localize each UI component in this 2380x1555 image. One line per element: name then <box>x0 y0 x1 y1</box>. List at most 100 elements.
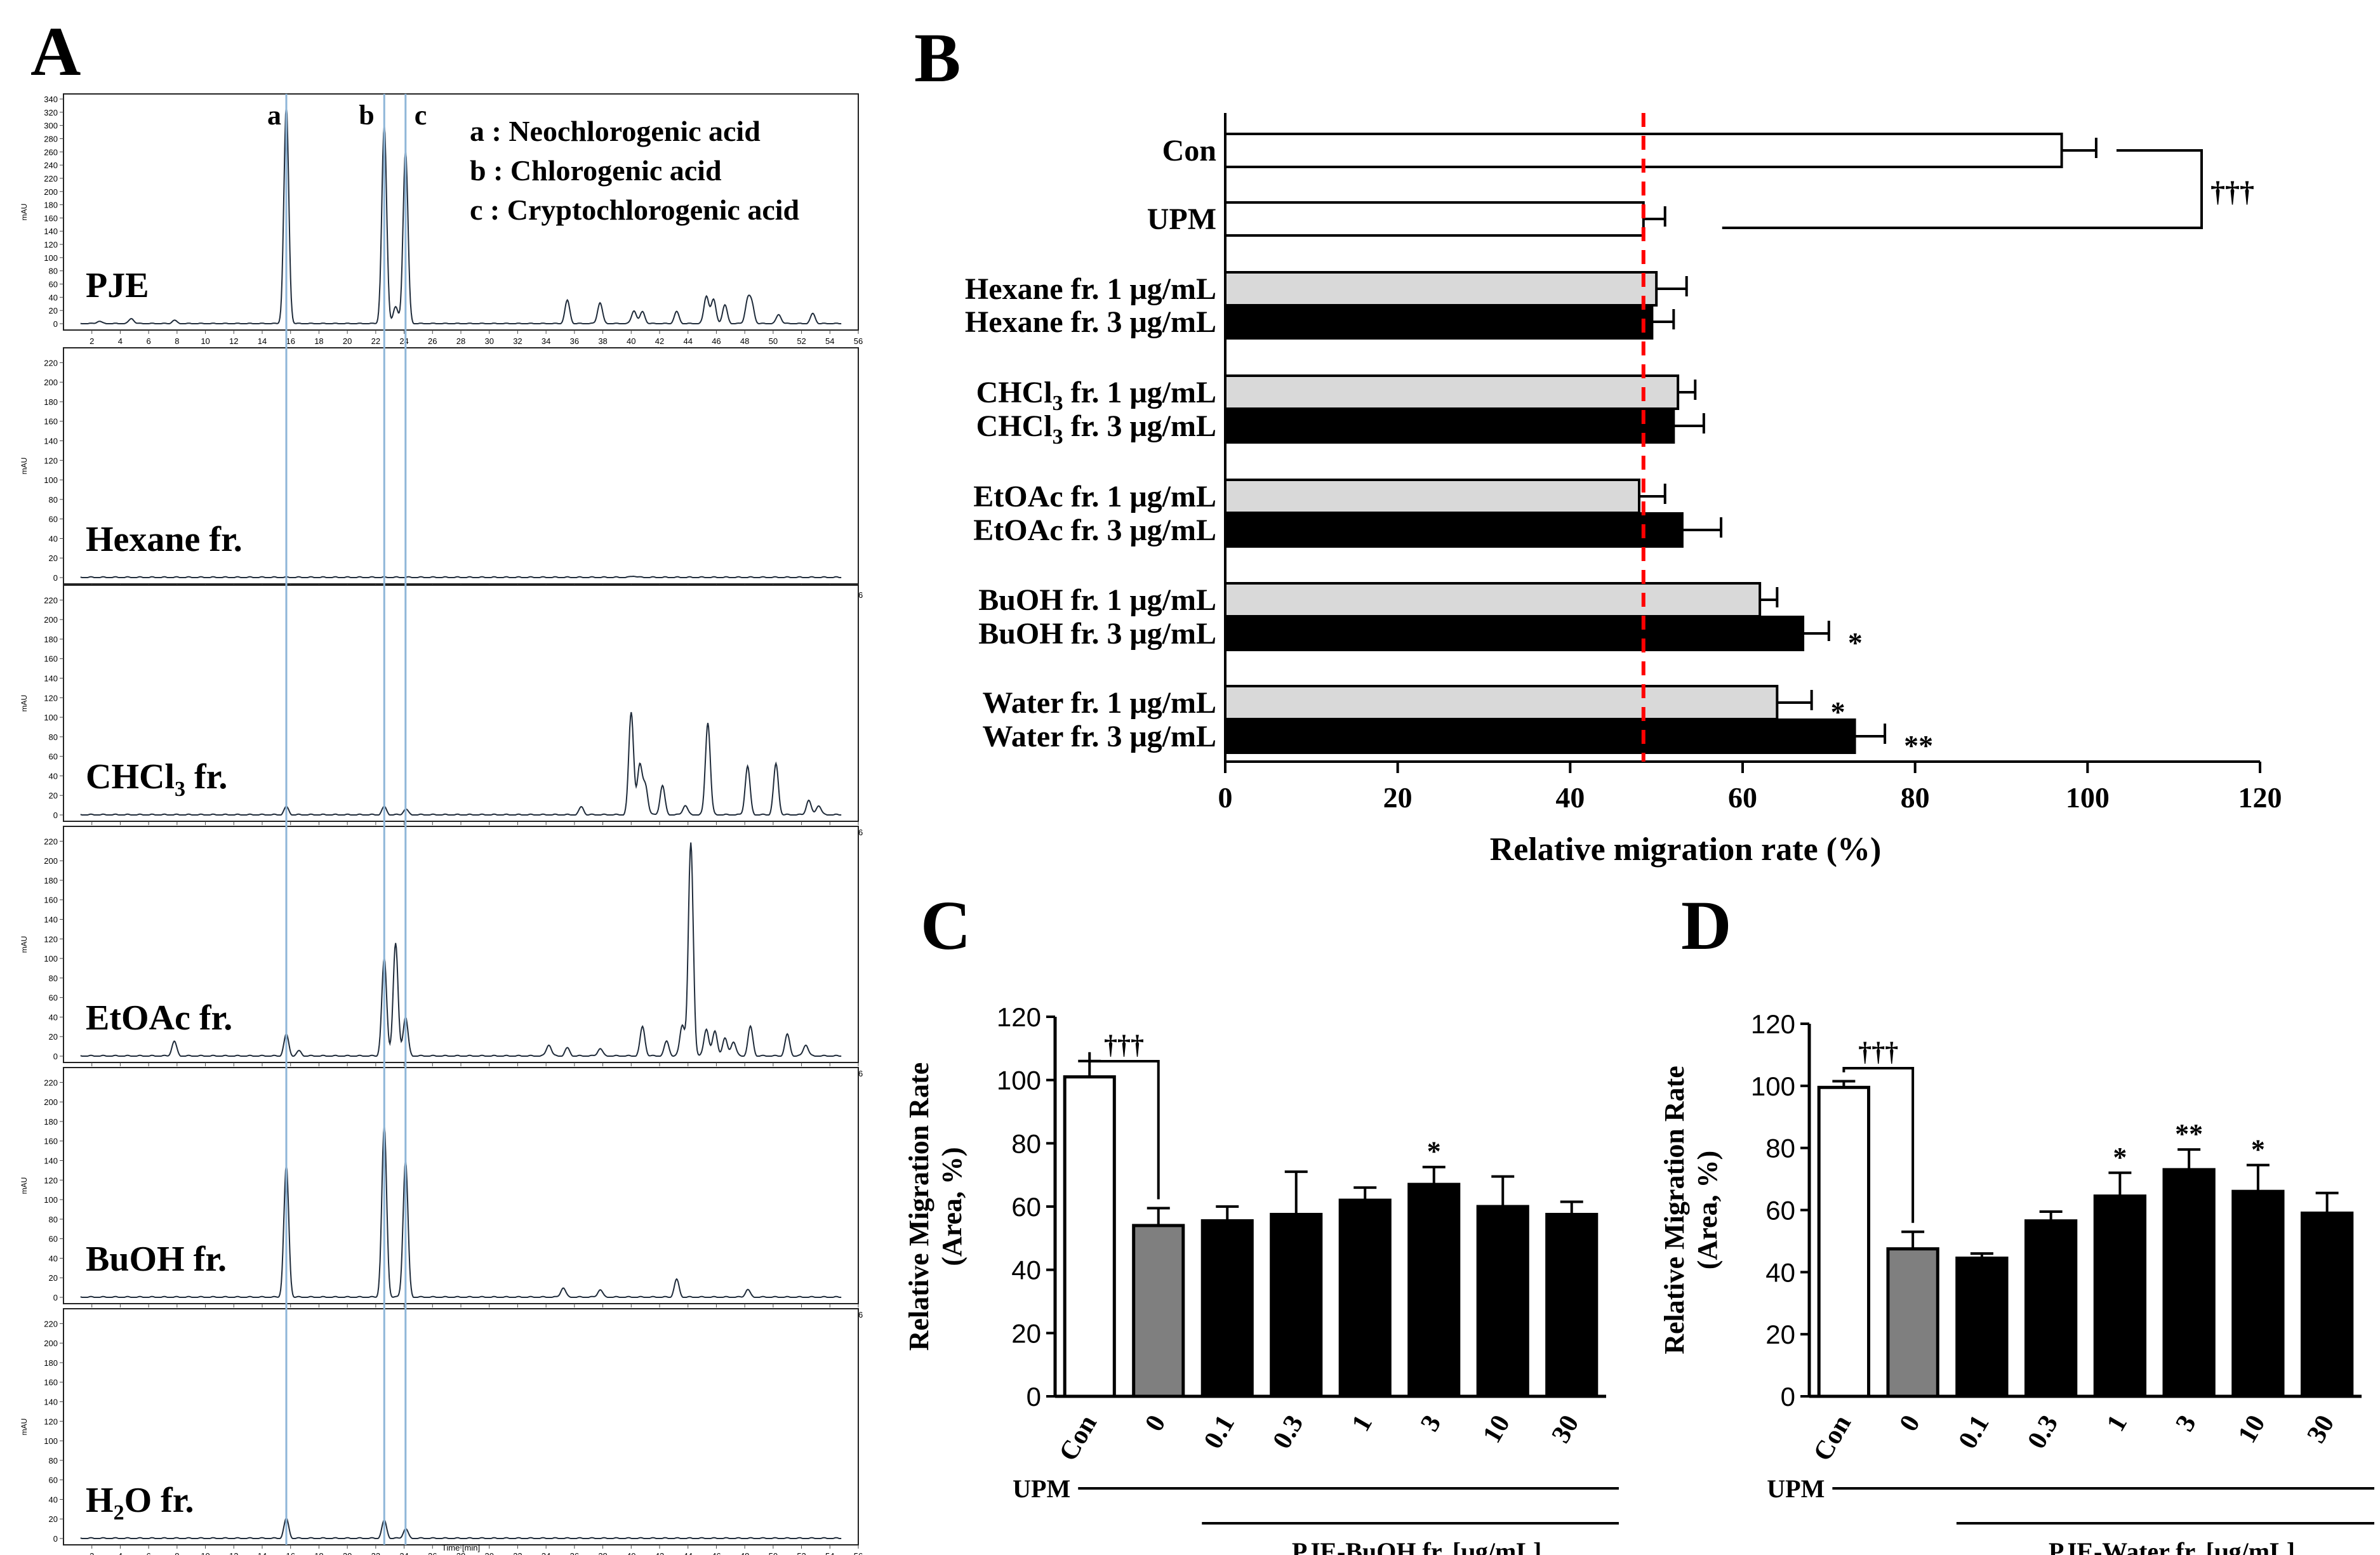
x-tick-label: 0.1 <box>1199 1410 1240 1453</box>
chromatogram-trace <box>80 1517 842 1539</box>
x-axis-label: Relative migration rate (%) <box>1490 831 1882 868</box>
significance-bracket <box>1842 1067 1915 1223</box>
bar-label: EtOAc fr. 1 μg/mL <box>973 480 1216 513</box>
y-tick-label: 120 <box>44 240 58 249</box>
y-tick-label: 40 <box>1011 1255 1041 1285</box>
chromatogram-frame <box>63 347 859 585</box>
y-tick-label: 160 <box>44 896 58 905</box>
y-tick-label: 140 <box>44 227 58 236</box>
peak-label: b <box>359 100 374 131</box>
chromatogram-trace <box>80 1125 842 1299</box>
panel-c-letter: C <box>921 887 971 964</box>
x-tick-label: 1 <box>2101 1410 2133 1436</box>
bar <box>1224 616 1805 651</box>
y-tick-label: 120 <box>1751 1009 1795 1039</box>
y-tick-label: 80 <box>49 495 58 505</box>
bar <box>1200 1219 1254 1398</box>
bar-label: BuOH fr. 1 μg/mL <box>978 583 1216 617</box>
x-axis-label: Time [min] <box>442 1543 480 1552</box>
y-tick-label: 180 <box>44 201 58 210</box>
y-tick-label: 40 <box>49 293 58 302</box>
bar <box>1545 1212 1599 1398</box>
y-tick-label: 0 <box>53 811 58 820</box>
bar <box>1224 374 1680 410</box>
bar-label: CHCl3 fr. 3 μg/mL <box>976 409 1216 449</box>
panel-a-letter: A <box>30 13 81 90</box>
y-tick-label: 0 <box>53 1534 58 1544</box>
x-tick-label: 20 <box>1383 781 1413 814</box>
x-tick-label: 2 <box>90 336 94 346</box>
y-tick-label: 40 <box>49 1254 58 1263</box>
x-tick-label: 42 <box>655 336 664 346</box>
x-tick-label: 0.3 <box>1267 1410 1309 1453</box>
chromatogram-label: CHCl3 fr. <box>86 757 227 801</box>
x-tick-label: 40 <box>627 1551 635 1555</box>
x-tick-label: 40 <box>1555 781 1585 814</box>
x-tick-label: 36 <box>570 1551 579 1555</box>
y-tick-label: 60 <box>1765 1196 1795 1226</box>
x-tick-label: 8 <box>175 1551 179 1555</box>
x-tick-label: 16 <box>286 336 295 346</box>
chromatogram-label: EtOAc fr. <box>86 998 232 1038</box>
x-tick-label: 120 <box>2238 781 2282 814</box>
x-tick-label: 28 <box>456 1551 465 1555</box>
y-tick-label: 80 <box>1011 1128 1041 1158</box>
bar <box>1407 1182 1461 1398</box>
y-tick-label: 120 <box>44 693 58 703</box>
y-tick-label: 60 <box>49 515 58 524</box>
bar <box>1224 718 1856 754</box>
x-tick-label: 48 <box>740 1551 749 1555</box>
y-tick-label: 120 <box>44 1417 58 1426</box>
significance-mark: * <box>1427 1136 1441 1167</box>
y-tick-label: 120 <box>44 456 58 465</box>
y-tick-label: 60 <box>49 1476 58 1485</box>
panel-a: A 02040608010012014016018020022024026028… <box>20 13 863 1555</box>
x-tick-label: 18 <box>314 1551 323 1555</box>
bar-label: Con <box>1162 134 1216 168</box>
bar-label: EtOAc fr. 3 μg/mL <box>973 513 1216 547</box>
chromatogram-frame <box>63 826 859 1063</box>
bar <box>1817 1085 1871 1398</box>
y-tick-label: 0 <box>53 319 58 329</box>
x-tick-label: 54 <box>825 336 834 346</box>
y-tick-label: 100 <box>44 1195 58 1205</box>
legend-entry: b : Chlorogenic acid <box>470 154 722 187</box>
y-tick-label: 140 <box>44 1156 58 1166</box>
bar-label: Water fr. 3 μg/mL <box>982 720 1216 753</box>
significance-mark: ** <box>1904 729 1933 762</box>
x-tick-label: 22 <box>371 336 380 346</box>
x-tick-label: 56 <box>854 1551 863 1555</box>
x-tick-label: 6 <box>147 336 151 346</box>
x-tick-label: 32 <box>513 1551 522 1555</box>
y-tick-label: 80 <box>49 267 58 276</box>
treatment-label: PJE-Water fr. [μg/mL] <box>2049 1537 2295 1555</box>
y-tick-label: 180 <box>44 635 58 644</box>
bar <box>2093 1194 2147 1398</box>
x-tick-label: 38 <box>598 336 607 346</box>
x-tick-label: 10 <box>2233 1410 2271 1448</box>
y-tick-label: 140 <box>44 437 58 446</box>
bracket-label: ††† <box>1104 1031 1144 1060</box>
bar-label: Hexane fr. 3 μg/mL <box>965 305 1216 339</box>
bar <box>1224 512 1684 548</box>
upm-label: UPM <box>1013 1474 1070 1503</box>
x-tick-label: 40 <box>627 336 635 346</box>
y-tick-label: 120 <box>44 934 58 944</box>
x-tick-label: 30 <box>1546 1410 1585 1448</box>
y-tick-label: 160 <box>44 213 58 223</box>
y-tick-label: 20 <box>49 553 58 563</box>
y-tick-label: 180 <box>44 1358 58 1368</box>
y-axis-label: Relative Migration Rate <box>903 1062 934 1351</box>
bar <box>1886 1247 1939 1398</box>
y-tick-label: 180 <box>44 876 58 885</box>
treatment-label: PJE-BuOH fr. [μg/mL] <box>1292 1537 1541 1555</box>
x-tick-label: 50 <box>769 1551 778 1555</box>
chromatogram-label: PJE <box>86 266 149 305</box>
y-axis-label-units: (Area, %) <box>1692 1151 1723 1269</box>
y-tick-label: 200 <box>44 187 58 197</box>
panel-b-letter: B <box>914 19 961 96</box>
y-tick-label: 200 <box>44 1097 58 1107</box>
bar-label: Hexane fr. 1 μg/mL <box>965 272 1216 306</box>
x-tick-label: 34 <box>542 336 550 346</box>
